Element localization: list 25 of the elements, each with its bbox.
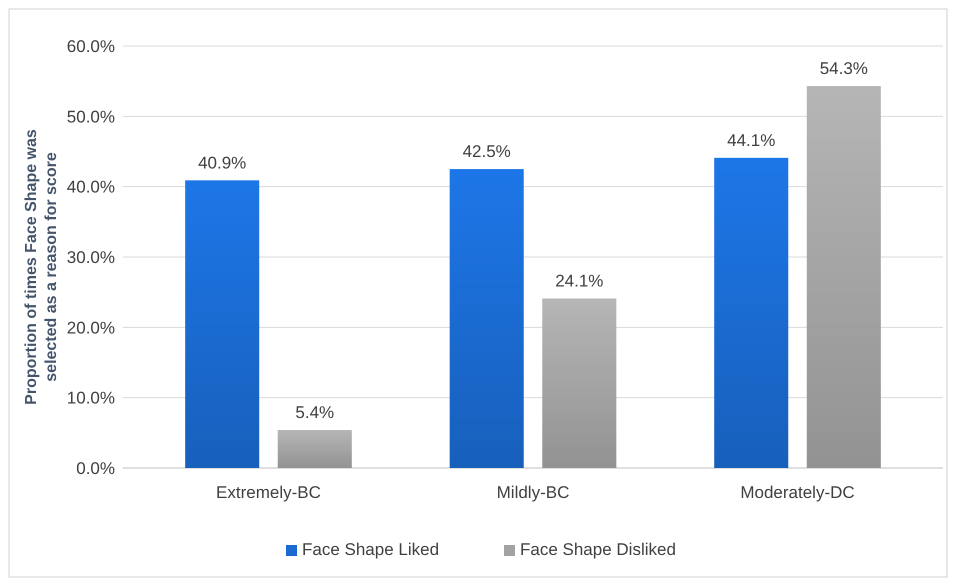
legend-label: Face Shape Disliked — [520, 540, 676, 559]
y-tick-label: 20.0% — [66, 318, 115, 338]
y-tick-label: 60.0% — [66, 36, 115, 56]
data-label: 5.4% — [295, 403, 334, 422]
data-label: 42.5% — [462, 142, 511, 162]
bar — [278, 430, 352, 468]
x-tick-label: Extremely-BC — [216, 483, 321, 502]
data-label: 54.3% — [820, 59, 868, 78]
data-label: 40.9% — [198, 153, 246, 172]
y-tick-label: 10.0% — [66, 388, 115, 408]
data-label: 44.1% — [727, 130, 776, 150]
x-tick-label: Mildly-BC — [496, 483, 570, 502]
y-tick-label: 50.0% — [66, 107, 115, 126]
bar — [450, 169, 524, 468]
bar — [806, 86, 881, 468]
y-tick-label: 40.0% — [66, 178, 115, 197]
legend-label: Face Shape Liked — [302, 540, 440, 559]
y-tick-label: 0.0% — [76, 458, 115, 478]
y-axis-title: Proportion of times Face Shape was selected as a reason for score — [23, 129, 60, 405]
bar — [185, 180, 260, 468]
bar — [542, 298, 616, 468]
bar — [714, 158, 788, 468]
data-label: 24.1% — [555, 271, 604, 290]
x-tick-label: Moderately-DC — [740, 483, 855, 502]
y-tick-label: 30.0% — [66, 248, 115, 267]
